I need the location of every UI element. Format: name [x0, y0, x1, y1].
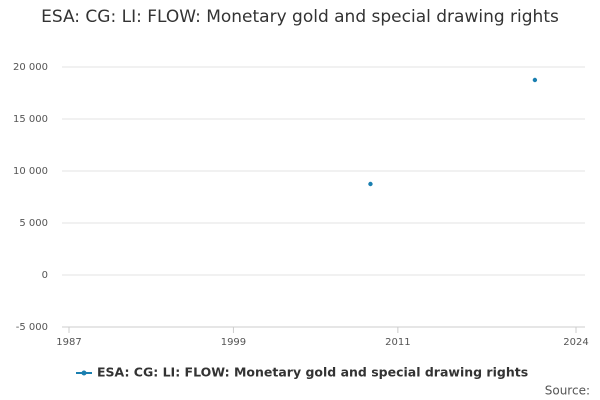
- y-tick-label: -5 000: [16, 322, 48, 333]
- y-tick-label: 15 000: [13, 114, 48, 125]
- source: Source:: [545, 384, 590, 398]
- y-tick-label: 5 000: [19, 218, 48, 229]
- chart-title: ESA: CG: LI: FLOW: Monetary gold and spe…: [41, 7, 559, 27]
- x-tick-label: 1987: [56, 337, 81, 348]
- legend-swatch-dot: [81, 370, 87, 376]
- x-tick-label: 2011: [385, 337, 410, 348]
- point: [532, 77, 538, 83]
- y-tick-label: 20 000: [13, 62, 48, 73]
- x-tick-label: 2024: [563, 337, 588, 348]
- legend-label: ESA: CG: LI: FLOW: Monetary gold and spe…: [97, 365, 528, 380]
- y-tick-label: 0: [42, 270, 48, 281]
- x-tick-label: 1999: [221, 337, 246, 348]
- point: [368, 181, 373, 187]
- y-tick-label: 10 000: [13, 166, 48, 177]
